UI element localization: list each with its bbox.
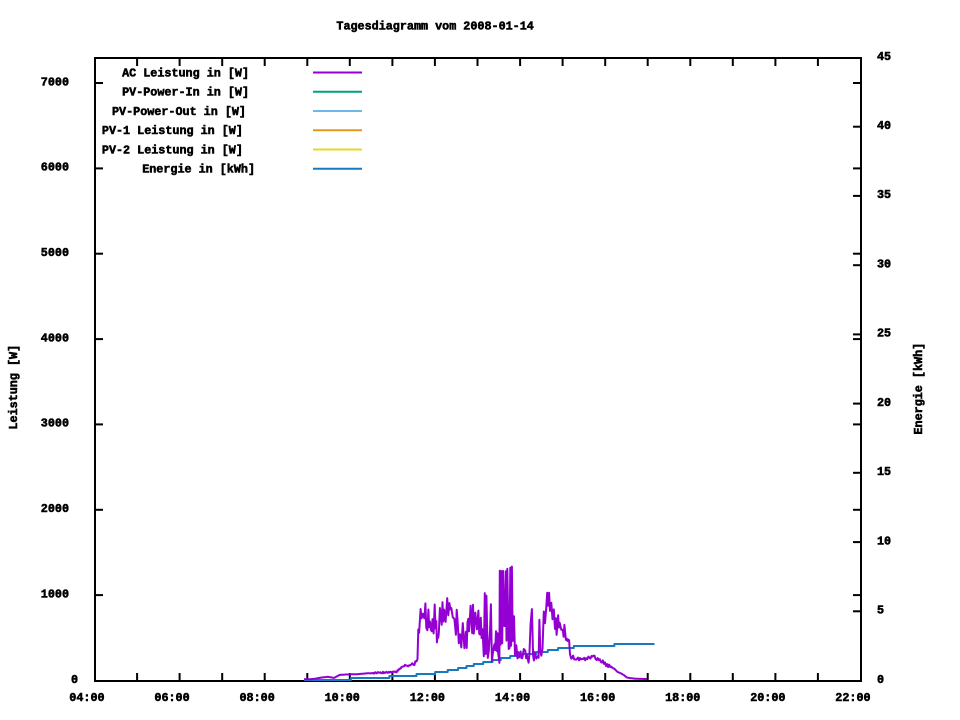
svg-text:14:00: 14:00 xyxy=(495,691,530,705)
svg-text:PV-Power-Out in [W]: PV-Power-Out in [W] xyxy=(112,105,246,119)
svg-text:16:00: 16:00 xyxy=(580,691,615,705)
svg-text:22:00: 22:00 xyxy=(835,691,870,705)
svg-text:45: 45 xyxy=(877,50,891,64)
svg-text:4000: 4000 xyxy=(41,331,69,345)
svg-text:6000: 6000 xyxy=(41,161,69,175)
svg-text:35: 35 xyxy=(877,188,891,202)
svg-text:Tagesdiagramm vom 2008-01-14: Tagesdiagramm vom 2008-01-14 xyxy=(336,20,533,34)
svg-text:30: 30 xyxy=(877,258,891,272)
svg-text:0: 0 xyxy=(877,673,884,687)
svg-text:PV-2 Leistung in [W]: PV-2 Leistung in [W] xyxy=(102,144,243,158)
svg-text:40: 40 xyxy=(877,119,891,133)
svg-text:10:00: 10:00 xyxy=(325,691,360,705)
svg-text:AC Leistung in [W]: AC Leistung in [W] xyxy=(122,67,249,81)
svg-text:1000: 1000 xyxy=(41,587,69,601)
svg-text:Energie [kWh]: Energie [kWh] xyxy=(912,343,926,435)
svg-text:5000: 5000 xyxy=(41,246,69,260)
svg-text:PV-Power-In in [W]: PV-Power-In in [W] xyxy=(122,86,249,100)
svg-text:Energie in [kWh]: Energie in [kWh] xyxy=(142,163,255,177)
svg-text:3000: 3000 xyxy=(41,417,69,431)
svg-text:PV-1 Leistung in [W]: PV-1 Leistung in [W] xyxy=(102,124,243,138)
svg-text:15: 15 xyxy=(877,465,891,479)
svg-text:18:00: 18:00 xyxy=(665,691,700,705)
svg-text:2000: 2000 xyxy=(41,502,69,516)
svg-text:20: 20 xyxy=(877,396,891,410)
svg-text:04:00: 04:00 xyxy=(69,691,104,705)
svg-text:08:00: 08:00 xyxy=(240,691,275,705)
svg-text:7000: 7000 xyxy=(41,75,69,89)
svg-text:25: 25 xyxy=(877,327,891,341)
svg-text:06:00: 06:00 xyxy=(154,691,189,705)
svg-text:0: 0 xyxy=(71,673,78,687)
svg-text:10: 10 xyxy=(877,534,891,548)
svg-text:5: 5 xyxy=(877,604,884,618)
svg-text:12:00: 12:00 xyxy=(410,691,445,705)
svg-text:20:00: 20:00 xyxy=(750,691,785,705)
svg-text:Leistung [W]: Leistung [W] xyxy=(7,345,21,430)
